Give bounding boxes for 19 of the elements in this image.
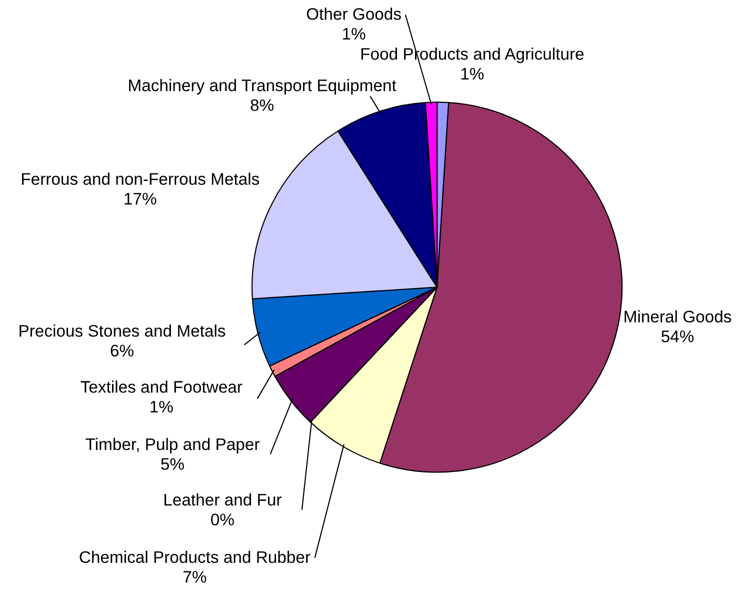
slice-label: Ferrous and non-Ferrous Metals [22, 172, 260, 185]
legend-label: Precious Stones and Metals [20, 324, 226, 337]
data-label: 1% [343, 28, 366, 40]
data-label: 1% [150, 400, 173, 413]
data-label: 5% [161, 458, 184, 470]
slice-label: Machinery and Transport Equipment [129, 79, 396, 95]
data-label: 7% [184, 571, 206, 583]
slice-label: Mineral Goods [624, 310, 732, 323]
data-label: 1% [461, 68, 484, 80]
text: 0% [211, 514, 234, 526]
data-label: 8% [250, 99, 274, 112]
data-label: 6% [110, 344, 134, 357]
category-label: Leather and Fur [164, 493, 282, 506]
data-label: 54% [662, 330, 694, 342]
slice-label: Timber, Pulp and Paper [86, 438, 260, 454]
data-label: 17% [124, 192, 156, 205]
slice-label: Other Goods [306, 8, 401, 20]
slice-label: Chemical Products and Rubber [80, 550, 310, 563]
slice-label: Textiles and Footwear [80, 380, 242, 393]
